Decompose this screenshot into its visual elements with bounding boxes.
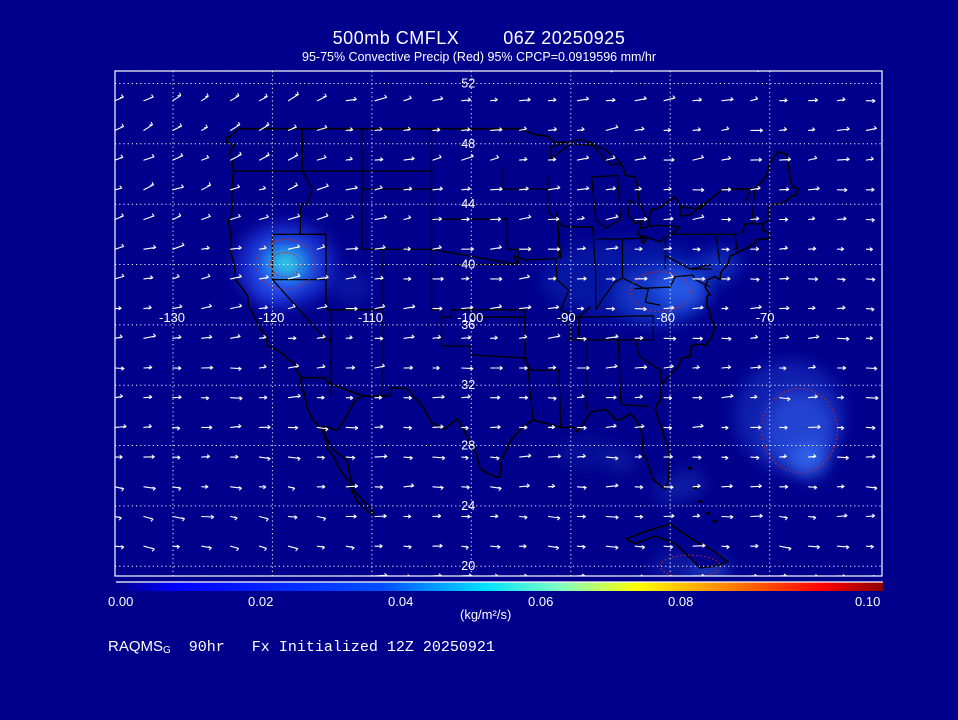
svg-text:RAQMSG 90hr Fx Initialized: RAQMSG 90hr Fx Initialized 12Z 20250921 (108, 638, 495, 656)
svg-text:0.04: 0.04 (388, 594, 413, 609)
svg-text:0.02: 0.02 (248, 594, 273, 609)
svg-text:24: 24 (461, 499, 475, 513)
svg-text:-120: -120 (258, 310, 284, 325)
svg-text:500mb CMFLX 06Z 2025092: 500mb CMFLX 06Z 20250925 (333, 28, 626, 48)
svg-text:(kg/m²/s): (kg/m²/s) (460, 607, 511, 622)
svg-text:44: 44 (461, 197, 475, 211)
svg-text:-110: -110 (358, 310, 383, 325)
svg-text:48: 48 (461, 137, 475, 151)
svg-text:20: 20 (461, 559, 475, 573)
svg-text:0.00: 0.00 (108, 594, 133, 609)
svg-text:36: 36 (461, 318, 475, 332)
svg-text:52: 52 (461, 77, 475, 91)
svg-text:40: 40 (461, 258, 475, 272)
svg-text:0.10: 0.10 (855, 594, 880, 609)
svg-text:32: 32 (461, 378, 475, 392)
svg-text:-130: -130 (159, 310, 185, 325)
svg-text:0.08: 0.08 (668, 594, 693, 609)
svg-text:28: 28 (461, 439, 475, 453)
svg-text:0.06: 0.06 (528, 594, 553, 609)
svg-text:-90: -90 (557, 310, 576, 325)
svg-text:-70: -70 (756, 310, 775, 325)
svg-text:-80: -80 (656, 310, 675, 325)
svg-text:95-75% Convective Precip (Red): 95-75% Convective Precip (Red) 95% CPCP=… (302, 50, 656, 64)
